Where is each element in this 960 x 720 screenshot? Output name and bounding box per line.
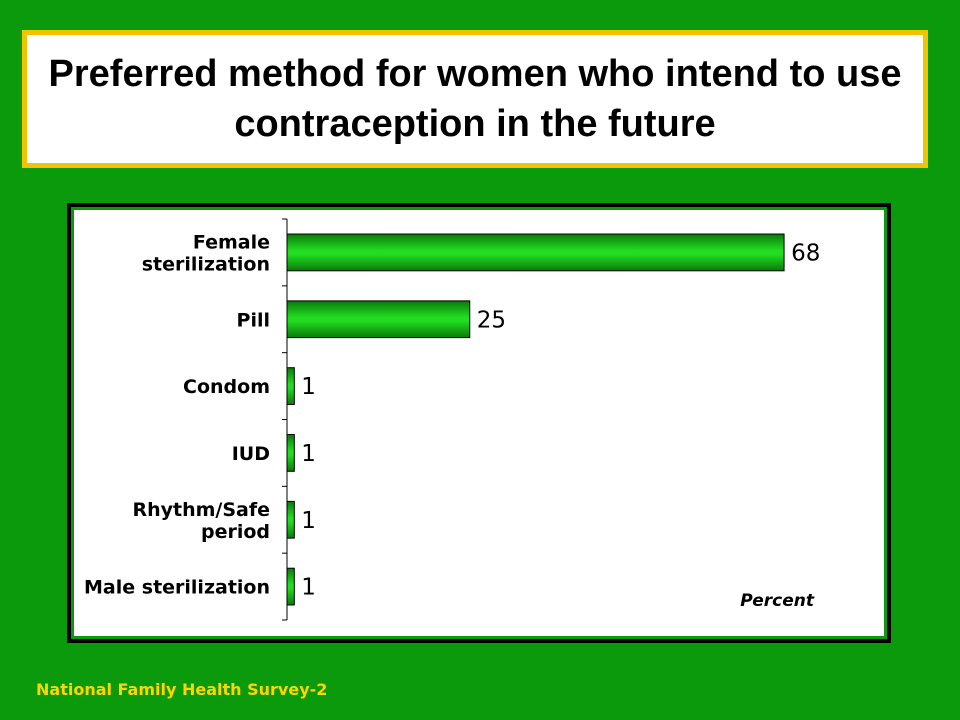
bar-value-label: 25: [477, 307, 506, 333]
category-label: Condom: [183, 376, 270, 398]
chart-title: Preferred method for women who intend to…: [48, 53, 902, 145]
chart-frame: 68 Female sterilization 25 Pill 1 Condom 1 IUD 1 R…: [67, 203, 891, 643]
title-box: Preferred method for women who intend to…: [22, 30, 928, 168]
bar: [286, 367, 295, 405]
category-label: Pill: [237, 309, 270, 331]
bar-value-label: 1: [301, 374, 316, 400]
bar: [286, 434, 295, 472]
bar-chart: 68 Female sterilization 25 Pill 1 Condom 1 IUD 1 R…: [84, 218, 820, 621]
bar: [286, 500, 295, 539]
bar-value-label: 1: [301, 508, 316, 534]
bar: [286, 233, 785, 272]
category-label: Female sterilization: [142, 231, 270, 275]
bar-value-label: 1: [301, 441, 316, 467]
category-label: Rhythm/Safe period: [132, 499, 270, 543]
bar-value-label: 1: [301, 575, 316, 601]
category-label: IUD: [232, 443, 270, 465]
chart-area: 68 Female sterilization 25 Pill 1 Condom 1 IUD 1 R…: [71, 207, 887, 639]
unit-label: Percent: [740, 591, 815, 611]
bar: [286, 567, 295, 606]
bar-value-label: 68: [791, 240, 820, 266]
bar: [286, 300, 471, 339]
source-footer: National Family Health Survey-2: [36, 680, 328, 699]
category-label: Male sterilization: [84, 577, 270, 599]
